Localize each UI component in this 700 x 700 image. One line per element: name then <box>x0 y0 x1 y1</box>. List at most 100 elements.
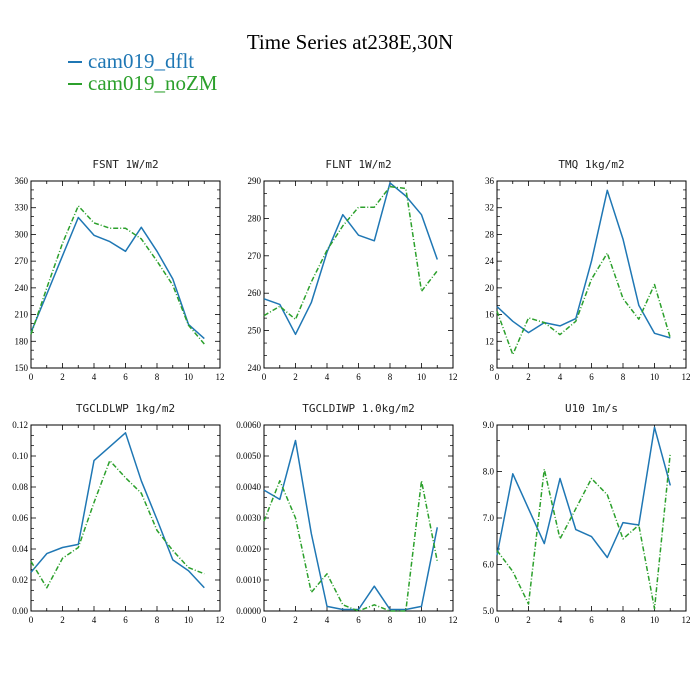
x-tick-label: 10 <box>184 615 194 625</box>
x-tick-label: 8 <box>621 615 626 625</box>
x-tick-label: 6 <box>123 615 128 625</box>
y-tick-label: 12 <box>485 336 494 346</box>
x-axis-tgcldlwp: 0 2 4 6 8 10 12 <box>29 425 225 625</box>
y-tick-label: 260 <box>248 288 262 298</box>
y-tick-label: 24 <box>485 256 495 266</box>
x-tick-label: 4 <box>92 372 97 382</box>
x-tick-label: 8 <box>388 372 393 382</box>
y-tick-label: 0.0040 <box>236 482 261 492</box>
legend: cam019_dflt cam019_noZM <box>68 48 218 95</box>
series-line-tmq-dflt <box>496 189 671 339</box>
x-tick-label: 10 <box>417 615 427 625</box>
legend-swatch-nozm <box>68 83 82 85</box>
series-line-tgcldiwp-dflt <box>263 439 439 611</box>
x-tick-label: 12 <box>216 615 225 625</box>
plot-frame-tgcldlwp <box>30 424 221 612</box>
y-tick-label: 0.12 <box>12 420 28 430</box>
y-tick-label: 6.0 <box>483 560 495 570</box>
y-tick-label: 20 <box>485 283 495 293</box>
x-tick-label: 12 <box>449 615 458 625</box>
y-tick-label: 240 <box>248 363 262 373</box>
y-tick-label: 360 <box>15 176 29 186</box>
panel-title-tgcldlwp: TGCLDLWP 1kg/m2 <box>76 402 175 415</box>
x-tick-label: 12 <box>216 372 225 382</box>
y-axis-u10: 5.0 6.0 7.0 8.0 9.0 <box>483 420 686 616</box>
series-line-tgcldlwp-nozm <box>30 459 205 589</box>
series-line-fsnt-dflt <box>30 216 205 340</box>
series-line-flnt-dflt <box>263 182 439 336</box>
x-tick-label: 0 <box>495 615 500 625</box>
y-tick-label: 0.02 <box>12 575 28 585</box>
y-tick-label: 280 <box>248 213 262 223</box>
x-axis-fsnt: 0 2 4 6 8 10 12 <box>29 181 225 382</box>
y-tick-label: 28 <box>485 229 495 239</box>
series-line-fsnt-nozm <box>30 205 205 345</box>
y-tick-label: 0.10 <box>12 451 28 461</box>
y-axis-flnt: 240 250 260 270 280 290 <box>248 176 453 373</box>
y-tick-label: 0.0020 <box>236 544 261 554</box>
series-line-u10-dflt <box>496 426 672 559</box>
y-tick-label: 0.0010 <box>236 575 261 585</box>
y-tick-label: 5.0 <box>483 606 495 616</box>
y-tick-label: 300 <box>15 229 29 239</box>
plot-frame-flnt <box>263 180 454 369</box>
y-tick-label: 0.0030 <box>236 513 261 523</box>
y-tick-label: 0.08 <box>12 482 28 492</box>
y-tick-label: 9.0 <box>483 420 495 430</box>
panel-title-tmq: TMQ 1kg/m2 <box>558 158 624 171</box>
y-tick-label: 8.0 <box>483 467 495 477</box>
y-axis-tgcldiwp: 0.0000 0.0010 0.0020 0.0030 0.0040 0.0050 0.00… <box>236 420 453 616</box>
panel-title-fsnt: FSNT 1W/m2 <box>92 158 158 171</box>
x-tick-label: 8 <box>388 615 393 625</box>
panel-title-flnt: FLNT 1W/m2 <box>325 158 391 171</box>
chart-panel-tgcldlwp: TGCLDLWP 1kg/m2 0 2 4 6 8 10 12 0.00 0.02 0.04 0.06… <box>12 402 224 625</box>
chart-panel-u10: U10 1m/s 0 2 4 6 8 10 12 5.0 6.0 7.0 8.0 9.0 <box>483 402 691 625</box>
panel-title-u10: U10 1m/s <box>565 402 618 415</box>
y-tick-label: 0.00 <box>12 606 28 616</box>
x-axis-tmq: 0 2 4 6 8 10 12 <box>495 181 691 382</box>
legend-label-dflt: cam019_dflt <box>88 48 195 73</box>
y-tick-label: 250 <box>248 326 262 336</box>
y-tick-label: 240 <box>15 283 29 293</box>
chart-panel-tgcldiwp: TGCLDIWP 1.0kg/m20 2 4 6 8 10 120.00000.00100.… <box>236 402 457 625</box>
x-tick-label: 6 <box>123 372 128 382</box>
plot-frame-tmq <box>496 180 687 369</box>
y-tick-label: 7.0 <box>483 513 495 523</box>
x-tick-label: 6 <box>589 615 594 625</box>
x-tick-label: 12 <box>682 615 691 625</box>
chart-panel-fsnt: FSNT 1W/m2 0 2 4 6 8 10 12 150 180 210 240 270 300 330… <box>15 158 225 382</box>
x-tick-label: 10 <box>184 372 194 382</box>
page-title: Time Series at238E,30N <box>246 30 454 54</box>
x-tick-label: 2 <box>293 372 298 382</box>
panel-title-tgcldiwp: TGCLDIWP 1.0kg/m2 <box>302 402 415 415</box>
y-tick-label: 16 <box>485 310 495 320</box>
x-tick-label: 4 <box>325 615 330 625</box>
y-tick-label: 270 <box>15 256 29 266</box>
y-tick-label: 32 <box>485 203 494 213</box>
legend-label-nozm: cam019_noZM <box>88 70 218 95</box>
x-tick-label: 4 <box>325 372 330 382</box>
y-tick-label: 270 <box>248 251 262 261</box>
chart-panel-flnt: FLNT 1W/m2 0 2 4 6 8 10 12 240 250 260 270 280 290 <box>248 158 458 382</box>
y-axis-fsnt: 150 180 210 240 270 300 330 360 <box>15 176 220 373</box>
legend-item-nozm: cam019_noZM <box>68 70 218 95</box>
plot-frame-u10 <box>496 424 687 612</box>
y-tick-label: 8 <box>490 363 495 373</box>
x-tick-label: 12 <box>682 372 691 382</box>
x-tick-label: 2 <box>60 615 65 625</box>
x-tick-label: 2 <box>526 615 531 625</box>
x-axis-flnt: 0 2 4 6 8 10 12 <box>262 181 458 382</box>
series-line-tgcldlwp-dflt <box>30 432 205 589</box>
x-tick-label: 6 <box>356 615 361 625</box>
plot-frame-fsnt <box>30 180 221 369</box>
x-tick-label: 0 <box>262 615 267 625</box>
x-tick-label: 10 <box>417 372 427 382</box>
x-tick-label: 2 <box>293 615 298 625</box>
y-tick-label: 0.0060 <box>236 420 261 430</box>
x-tick-label: 10 <box>650 615 660 625</box>
y-tick-label: 0.04 <box>12 544 28 554</box>
x-axis-u10: 0 2 4 6 8 10 12 <box>495 425 691 625</box>
x-tick-label: 12 <box>449 372 458 382</box>
y-tick-label: 0.0050 <box>236 451 261 461</box>
